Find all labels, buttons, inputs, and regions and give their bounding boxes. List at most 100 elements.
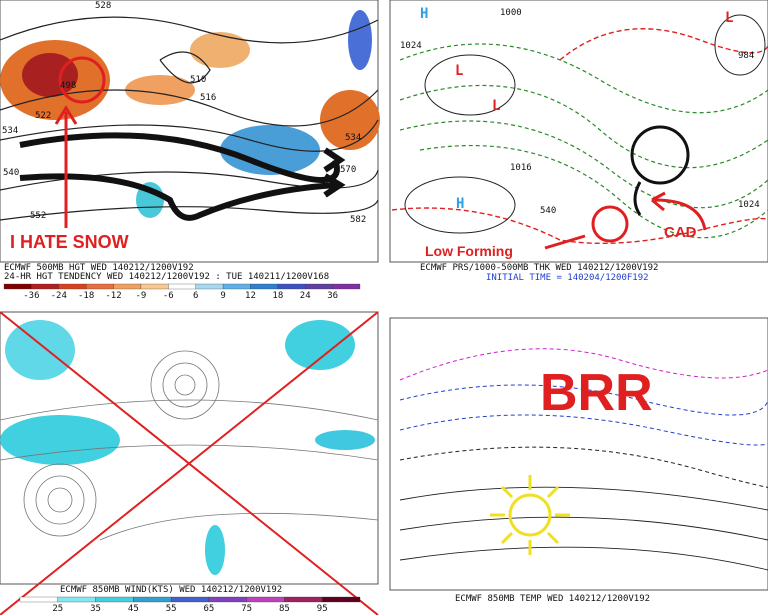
colorbar-swatch xyxy=(332,283,361,290)
tendency-blob xyxy=(320,90,380,150)
colorbar-swatch xyxy=(208,596,247,603)
contour-label: L xyxy=(492,98,500,114)
colorbar-swatch xyxy=(168,283,196,290)
colorbar-label: 24 xyxy=(300,291,311,301)
colorbar-swatch xyxy=(140,283,169,290)
panel-temp: BRR xyxy=(389,317,768,591)
annotation: CAD xyxy=(664,224,697,241)
contour-label: L xyxy=(455,63,463,79)
colorbar-swatch xyxy=(246,596,285,603)
isobars xyxy=(404,14,766,234)
jet-arrows xyxy=(19,132,346,221)
colorbar-swatch xyxy=(95,596,134,603)
colorbar-swatch xyxy=(277,283,306,290)
colorbar-swatch xyxy=(305,283,333,290)
colorbar-label: -36 xyxy=(23,291,39,301)
contour-label: 1000 xyxy=(500,8,522,18)
contour-label: L xyxy=(725,10,733,26)
colorbar-swatch xyxy=(195,283,224,290)
contour-label: 570 xyxy=(340,165,356,175)
contour-label: 1024 xyxy=(738,200,760,210)
wind-blob xyxy=(315,430,375,450)
tendency-blob xyxy=(220,125,320,175)
thickness-lines xyxy=(391,28,768,245)
contour-label: 534 xyxy=(2,126,18,136)
caption: 24-HR HGT TENDENCY WED 140212/1200V192 :… xyxy=(4,272,329,282)
colorbar-swatch xyxy=(31,283,59,290)
colorbar: 25 35 45 55 65 75 85 95 xyxy=(19,596,361,614)
wind-blob xyxy=(285,320,355,370)
highlight-circle xyxy=(591,205,629,243)
colorbar-label: 6 xyxy=(193,291,198,301)
wind-blob xyxy=(0,415,120,465)
contour-label: 528 xyxy=(95,1,111,11)
highlight-circle xyxy=(58,56,106,104)
caption: INITIAL TIME = 140204/1200F192 xyxy=(486,273,649,283)
contours xyxy=(0,16,379,221)
colorbar-label: -24 xyxy=(51,291,67,301)
contour-label: H xyxy=(456,196,464,212)
colorbar-label: 65 xyxy=(203,604,214,614)
contour-label: 552 xyxy=(30,211,46,221)
colorbar-swatch xyxy=(133,596,172,603)
caption: ECMWF 850MB TEMP WED 140212/1200V192 xyxy=(455,594,650,604)
contour-label: 498 xyxy=(60,81,76,91)
colorbar-swatch xyxy=(57,596,96,603)
colorbar-swatch xyxy=(322,596,361,603)
colorbar-label: -6 xyxy=(163,291,174,301)
contour-label: 1016 xyxy=(510,163,532,173)
isotherms xyxy=(399,486,768,571)
map-frame xyxy=(389,0,768,263)
panel-thickness: Low Forming CAD xyxy=(389,0,768,263)
thickness-lines xyxy=(399,43,768,239)
colorbar-swatch xyxy=(222,283,251,290)
colorbar-label: 35 xyxy=(90,604,101,614)
colorbar-label: 95 xyxy=(317,604,328,614)
colorbar-label: 75 xyxy=(241,604,252,614)
tendency-blob xyxy=(190,32,250,68)
colorbar-swatch xyxy=(58,283,87,290)
colorbar-swatch xyxy=(3,283,32,290)
contour-label: 582 xyxy=(350,215,366,225)
caption: ECMWF 500MB HGT WED 140212/1200V192 xyxy=(4,263,194,273)
contour-label: 984 xyxy=(738,51,754,61)
annotation: BRR xyxy=(540,364,653,422)
colorbar-label: 12 xyxy=(245,291,256,301)
caption: ECMWF PRS/1000-500MB THK WED 140212/1200… xyxy=(420,263,658,273)
colorbar-swatch xyxy=(113,283,142,290)
colorbar-swatch xyxy=(284,596,323,603)
streamlines xyxy=(0,350,379,541)
colorbar-label: -9 xyxy=(136,291,147,301)
contour-label: 534 xyxy=(345,133,361,143)
cross-out xyxy=(0,311,379,615)
contour-label: 522 xyxy=(35,111,51,121)
colorbar-label: 36 xyxy=(327,291,338,301)
colorbar-label: 85 xyxy=(279,604,290,614)
wind-blob xyxy=(205,525,225,575)
contour-label: 516 xyxy=(200,93,216,103)
contour-label: H xyxy=(420,6,428,22)
contour-label: 540 xyxy=(3,168,19,178)
annotation: Low Forming xyxy=(425,243,513,259)
colorbar-label: 18 xyxy=(272,291,283,301)
colorbar-swatch xyxy=(86,283,114,290)
colorbar-label: 55 xyxy=(166,604,177,614)
annotation: I HATE SNOW xyxy=(10,232,129,252)
colorbar-label: -12 xyxy=(105,291,121,301)
map-frame xyxy=(389,317,768,591)
arrow xyxy=(54,105,78,228)
panel-wind: 25 35 45 55 65 75 85 95 xyxy=(0,311,379,615)
contour-label: 1024 xyxy=(400,41,422,51)
colorbar-swatch xyxy=(250,283,278,290)
tendency-blob xyxy=(348,10,372,70)
colorbar-label: 25 xyxy=(52,604,63,614)
colorbar-swatch xyxy=(170,596,210,603)
colorbar-label: 9 xyxy=(220,291,225,301)
contour-label: 540 xyxy=(540,206,556,216)
caption: ECMWF 850MB WIND(KTS) WED 140212/1200V19… xyxy=(60,585,282,595)
isotherms xyxy=(399,348,768,488)
colorbar: -36 -24 -18 -12 -9 -6 6 9 12 18 24 36 xyxy=(3,283,361,301)
highlight-circle xyxy=(630,125,690,185)
tendency-blob xyxy=(125,75,195,105)
